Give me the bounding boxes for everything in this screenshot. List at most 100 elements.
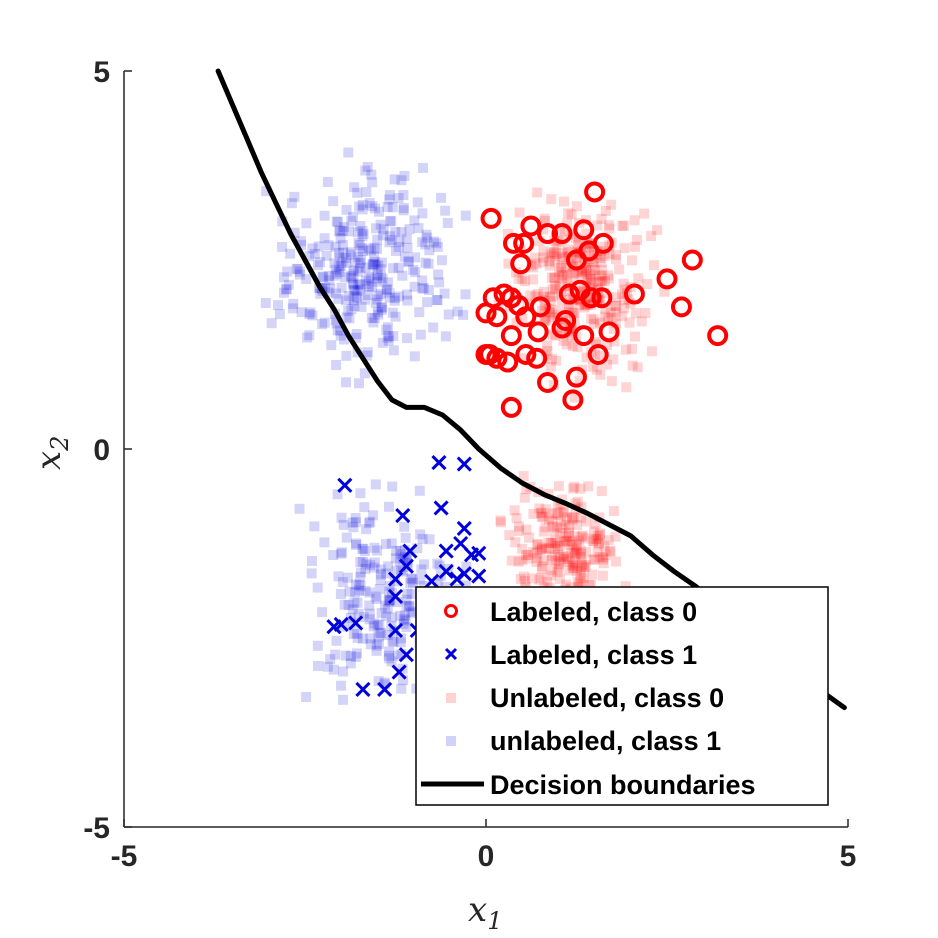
unlabeled-point — [319, 317, 330, 328]
unlabeled-point — [368, 251, 379, 262]
unlabeled-point — [373, 676, 384, 687]
unlabeled-point — [420, 239, 431, 250]
unlabeled-point — [381, 324, 392, 335]
unlabeled-point — [568, 483, 579, 494]
unlabeled-point — [345, 650, 356, 661]
unlabeled-point — [342, 572, 353, 583]
unlabeled-point — [567, 514, 578, 525]
unlabeled-point — [572, 258, 583, 269]
unlabeled-point — [536, 563, 547, 574]
unlabeled-point — [610, 556, 621, 567]
unlabeled-point — [550, 283, 561, 294]
unlabeled-point — [440, 331, 451, 342]
unlabeled-point — [334, 252, 345, 263]
unlabeled-point — [636, 316, 647, 327]
labeled-class-1-point — [387, 571, 404, 587]
unlabeled-point — [539, 304, 550, 315]
unlabeled-point — [517, 313, 528, 324]
unlabeled-point — [591, 533, 602, 544]
unlabeled-point — [608, 506, 619, 517]
labeled-class-0-point — [526, 347, 548, 369]
unlabeled-point — [577, 557, 588, 568]
unlabeled-point — [368, 510, 379, 521]
unlabeled-point — [619, 243, 630, 254]
unlabeled-point — [335, 325, 346, 336]
unlabeled-point — [408, 264, 419, 275]
unlabeled-point — [338, 666, 349, 677]
unlabeled-point — [410, 267, 421, 278]
unlabeled-point — [619, 303, 630, 314]
labeled-class-0-point — [573, 219, 595, 241]
unlabeled-point — [576, 501, 587, 512]
labeled-class-0-point — [513, 232, 535, 254]
unlabeled-point — [514, 207, 525, 218]
unlabeled-point — [328, 550, 339, 561]
unlabeled-point — [601, 359, 612, 370]
labeled-class-0-point — [656, 268, 678, 290]
unlabeled-point — [555, 499, 566, 510]
unlabeled-point — [374, 619, 385, 630]
unlabeled-point — [337, 547, 348, 558]
x-tick-label: -5 — [111, 840, 138, 873]
unlabeled-point — [319, 282, 330, 293]
unlabeled-point — [620, 344, 631, 355]
unlabeled-point — [563, 527, 574, 538]
unlabeled-point — [395, 610, 406, 621]
unlabeled-point — [364, 614, 375, 625]
unlabeled-point — [573, 535, 584, 546]
unlabeled-point — [442, 217, 453, 228]
unlabeled-point — [394, 546, 405, 557]
unlabeled-point — [570, 498, 581, 509]
unlabeled-point — [325, 654, 336, 665]
unlabeled-point — [581, 516, 592, 527]
legend-label-0: Labeled, class 0 — [490, 597, 697, 627]
unlabeled-point — [569, 481, 580, 492]
unlabeled-point — [539, 213, 550, 224]
unlabeled-point — [351, 329, 362, 340]
unlabeled-point — [371, 645, 382, 656]
unlabeled-point — [417, 237, 428, 248]
unlabeled-point — [626, 255, 637, 266]
unlabeled-point — [335, 330, 346, 341]
unlabeled-point — [304, 330, 315, 341]
unlabeled-point — [547, 537, 558, 548]
unlabeled-point — [390, 311, 401, 322]
unlabeled-point — [332, 325, 343, 336]
unlabeled-point — [367, 177, 378, 188]
unlabeled-point — [326, 340, 337, 351]
unlabeled-point — [582, 297, 593, 308]
unlabeled-point — [564, 565, 575, 576]
unlabeled-point — [418, 580, 429, 591]
unlabeled-point — [372, 270, 383, 281]
unlabeled-point — [331, 216, 342, 227]
unlabeled-point — [596, 265, 607, 276]
unlabeled-point — [521, 550, 532, 561]
labeled-class-0-point — [623, 283, 645, 305]
unlabeled-point — [405, 608, 416, 619]
unlabeled-point — [548, 247, 559, 258]
unlabeled-point — [587, 265, 598, 276]
unlabeled-point — [564, 556, 575, 567]
unlabeled-point — [551, 239, 562, 250]
unlabeled-point — [570, 557, 581, 568]
unlabeled-point — [436, 255, 447, 266]
unlabeled-point — [350, 291, 361, 302]
unlabeled-point — [353, 266, 364, 277]
unlabeled-point — [384, 594, 395, 605]
unlabeled-point — [598, 241, 609, 252]
unlabeled-point — [545, 361, 556, 372]
unlabeled-point — [575, 551, 586, 562]
unlabeled-point — [399, 251, 410, 262]
unlabeled-point — [375, 219, 386, 230]
unlabeled-point — [553, 563, 564, 574]
labeled-class-1-point — [337, 477, 353, 493]
unlabeled-point — [386, 215, 397, 226]
unlabeled-point — [313, 241, 324, 252]
unlabeled-point — [571, 541, 582, 552]
unlabeled-point — [600, 303, 611, 314]
unlabeled-point — [520, 276, 531, 287]
unlabeled-point — [328, 196, 339, 207]
unlabeled-point — [574, 235, 585, 246]
unlabeled-point — [598, 552, 609, 563]
unlabeled-point — [556, 263, 567, 274]
